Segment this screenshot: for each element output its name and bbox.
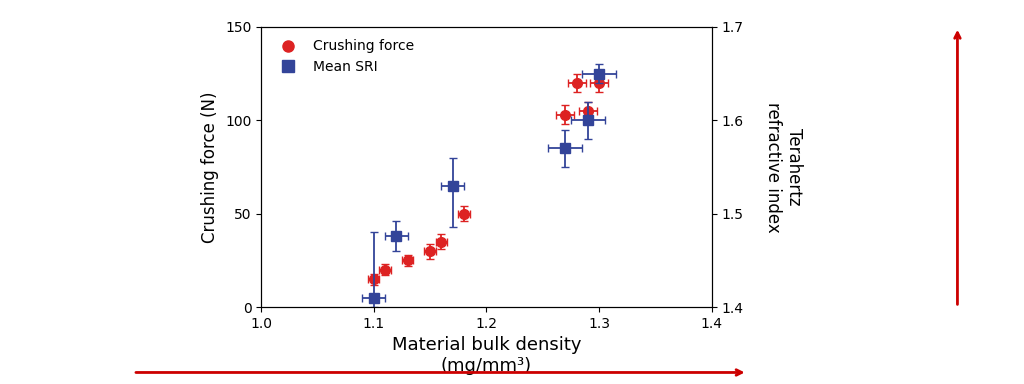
Y-axis label: Terahertz
refractive index: Terahertz refractive index — [764, 102, 803, 232]
X-axis label: Material bulk density
(mg/mm³): Material bulk density (mg/mm³) — [391, 336, 582, 375]
Legend: Crushing force, Mean SRI: Crushing force, Mean SRI — [268, 34, 419, 80]
Y-axis label: Crushing force (N): Crushing force (N) — [202, 91, 219, 243]
